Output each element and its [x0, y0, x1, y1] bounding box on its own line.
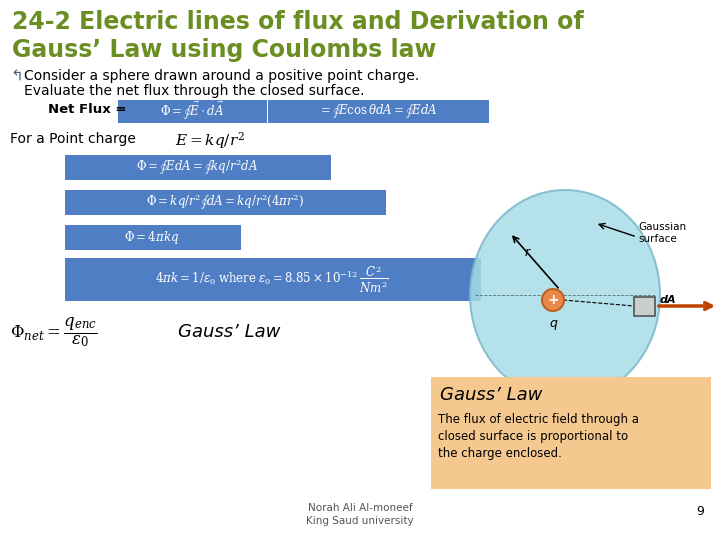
FancyBboxPatch shape — [634, 296, 654, 315]
Text: dA: dA — [660, 295, 677, 305]
Text: King Saud university: King Saud university — [306, 516, 414, 526]
FancyBboxPatch shape — [431, 377, 711, 489]
Text: q: q — [549, 317, 557, 330]
Circle shape — [542, 289, 564, 311]
Text: Gauss’ Law: Gauss’ Law — [440, 386, 542, 404]
Text: $\Phi = \oint \vec{E} \cdot d\vec{A}$: $\Phi = \oint \vec{E} \cdot d\vec{A}$ — [160, 100, 225, 122]
Text: r: r — [525, 246, 530, 260]
FancyBboxPatch shape — [65, 225, 240, 249]
Text: $4\pi k = 1/\varepsilon_0 \;\mathrm{where}\; \varepsilon_0 = 8.85\times10^{-12}\: $4\pi k = 1/\varepsilon_0 \;\mathrm{wher… — [155, 264, 389, 295]
Text: 9: 9 — [696, 505, 704, 518]
FancyBboxPatch shape — [65, 154, 330, 179]
Text: ↰: ↰ — [10, 69, 23, 84]
FancyBboxPatch shape — [117, 99, 266, 123]
Text: Gaussian: Gaussian — [638, 222, 686, 232]
FancyBboxPatch shape — [65, 258, 480, 300]
Text: Norah Ali Al-moneef: Norah Ali Al-moneef — [307, 503, 413, 513]
Ellipse shape — [470, 190, 660, 400]
Text: $\Phi_{net} = \dfrac{q_{enc}}{\varepsilon_0}$: $\Phi_{net} = \dfrac{q_{enc}}{\varepsilo… — [10, 315, 97, 349]
Text: $\Phi = \oint EdA = \oint kq/r^2 dA$: $\Phi = \oint EdA = \oint kq/r^2 dA$ — [136, 157, 258, 177]
Text: surface: surface — [638, 234, 677, 244]
Text: $\Phi = 4\pi kq$: $\Phi = 4\pi kq$ — [125, 228, 179, 246]
Text: $= \oint E\cos\theta dA = \oint EdA$: $= \oint E\cos\theta dA = \oint EdA$ — [318, 102, 438, 120]
Text: Evaluate the net flux through the closed surface.: Evaluate the net flux through the closed… — [24, 84, 364, 98]
Text: $E=kq/r^2$: $E=kq/r^2$ — [175, 130, 245, 151]
FancyBboxPatch shape — [268, 99, 488, 123]
Text: $\Phi = kq/r^2 \oint dA = kq/r^2 (4\pi r^2)$: $\Phi = kq/r^2 \oint dA = kq/r^2 (4\pi r… — [146, 192, 304, 212]
Text: The flux of electric field through a: The flux of electric field through a — [438, 413, 639, 426]
Text: Gauss’ Law: Gauss’ Law — [178, 323, 280, 341]
Text: Consider a sphere drawn around a positive point charge.: Consider a sphere drawn around a positiv… — [24, 69, 419, 83]
FancyBboxPatch shape — [65, 190, 385, 214]
Text: the charge enclosed.: the charge enclosed. — [438, 447, 562, 460]
Text: Gauss’ Law using Coulombs law: Gauss’ Law using Coulombs law — [12, 38, 436, 62]
Text: Net Flux =: Net Flux = — [48, 103, 131, 116]
Text: closed surface is proportional to: closed surface is proportional to — [438, 430, 628, 443]
Text: For a Point charge: For a Point charge — [10, 132, 136, 146]
Text: 24-2 Electric lines of flux and Derivation of: 24-2 Electric lines of flux and Derivati… — [12, 10, 584, 34]
Text: +: + — [547, 293, 559, 307]
